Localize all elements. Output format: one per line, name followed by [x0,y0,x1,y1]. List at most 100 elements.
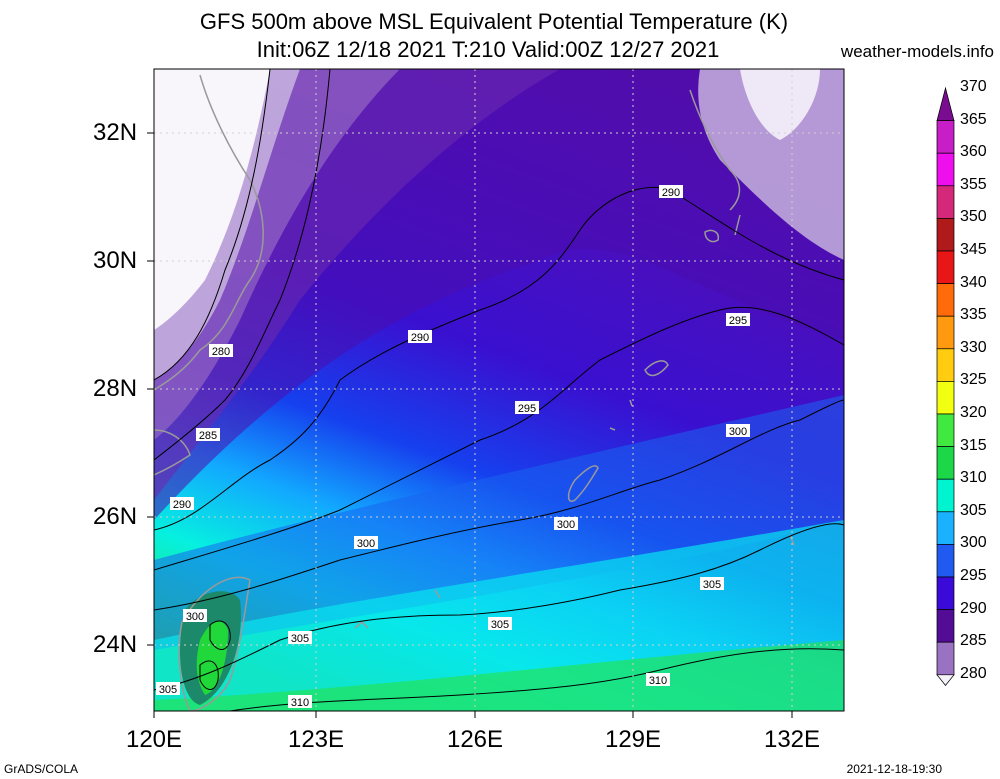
colorbar-swatch [936,152,955,187]
x-tick-label: 132E [763,726,821,753]
x-tick-label: 129E [604,726,662,753]
map-subtitle: Init:06Z 12/18 2021 T:210 Valid:00Z 12/2… [256,37,720,62]
coastline [154,74,795,711]
contour-label: 300 [726,424,750,438]
contour-label-bg [156,682,180,695]
colorbar-label: 365 [960,110,987,128]
colorbar-swatch [936,544,955,578]
contour-label-bg [408,330,432,343]
contour-label: 290 [170,497,194,511]
contour-label-text: 300 [357,538,375,550]
contour-label-bg [700,577,724,590]
contour-label: 300 [554,517,578,531]
contour-label-text: 290 [411,332,429,344]
contour-label: 285 [196,428,220,442]
colorbar-swatch [936,86,955,121]
colorbar-label: 295 [960,567,987,584]
contour-label-bg [488,617,512,630]
colorbar-label: 340 [960,273,987,291]
contour-label-bg [183,609,207,622]
colorbar-swatch [936,478,955,513]
y-tick-label: 28N [93,375,138,402]
colorbar-label: 350 [960,208,987,226]
x-tick-label: 123E [287,726,345,753]
colorbar-label: 300 [960,534,987,552]
contour-label-text: 310 [649,675,667,687]
colorbar-label: 290 [960,599,987,617]
contour-label-text: 305 [703,579,721,591]
graticule [154,69,844,711]
contour-label-bg [515,401,539,414]
colorbar-swatch [936,120,955,154]
colorbar-swatch [936,576,955,610]
colorbar-label: 310 [960,469,987,487]
contour-label-bg [354,536,378,549]
contour-label-text: 300 [186,611,204,623]
contour-label: 300 [183,609,207,623]
y-tick-label: 32N [93,119,138,146]
colorbar-swatch [936,413,955,447]
contour-label: 305 [156,682,180,696]
x-tick-label: 126E [446,726,504,753]
colorbar-label: 285 [960,632,987,650]
colorbar-label: 305 [960,501,987,519]
axis-ticks [147,132,793,718]
contour-label: 305 [288,631,312,645]
contour-label-text: 285 [199,430,217,442]
contour-label-bg [170,497,194,510]
colorbar-label: 370 [960,78,987,95]
colorbar-swatch [936,641,955,676]
colorbar-swatch [936,315,955,350]
contour-label-text: 305 [491,619,509,631]
colorbar-label: 320 [960,404,987,421]
contour-label-text: 305 [291,633,309,645]
footer-timestamp: 2021-12-18-19:30 [846,762,942,776]
contour-label-bg [659,185,683,198]
colorbar-label: 330 [960,338,987,356]
y-tick-label: 24N [93,631,138,658]
field-layer [154,69,844,711]
contour-label-bg [554,517,578,530]
colorbar-swatch [936,185,955,219]
colorbar-swatch [936,283,955,317]
colorbar-label: 325 [960,371,987,389]
contour-label: 295 [515,401,539,415]
y-tick-label: 30N [93,247,138,274]
contour-label-bg [209,344,233,357]
contour-label: 300 [354,536,378,550]
colorbar-label: 355 [960,175,987,193]
contour-label-text: 290 [173,499,191,511]
contour-label-text: 280 [212,346,230,358]
colorbar-label: 280 [960,664,987,682]
map-frame [153,68,845,712]
contour-label-text: 310 [291,697,309,709]
contour-label-bg [726,313,750,326]
colorbar-swatch [936,609,955,643]
contour-label: 305 [488,617,512,631]
contour-label-bg [288,695,312,708]
colorbar-swatch [936,348,955,382]
contour-label-text: 295 [518,403,536,415]
colorbar-swatch [936,381,955,415]
contour-label-bg [726,424,750,437]
source-site: weather-models.info [840,42,994,61]
contour-label: 305 [700,577,724,591]
colorbar-label: 360 [960,143,987,161]
x-tick-label: 120E [125,726,183,753]
contour-label-text: 300 [557,519,575,531]
contour-label-text: 290 [662,187,680,199]
map-title: GFS 500m above MSL Equivalent Potential … [199,9,789,34]
contour-labels: 280 285 290 290 290 295 295 300 300 300 300 305 305 3… [156,185,750,709]
y-tick-label: 26N [93,503,138,530]
contour-label: 295 [726,313,750,327]
contour-label: 310 [646,673,670,687]
colorbar-swatch [936,218,955,252]
contour-label-bg [646,673,670,686]
contour-label-bg [288,631,312,644]
footer-credit: GrADS/COLA [4,762,79,776]
contour-label-bg [196,428,220,441]
contour-label-text: 295 [729,315,747,327]
contour-label: 290 [659,185,683,199]
